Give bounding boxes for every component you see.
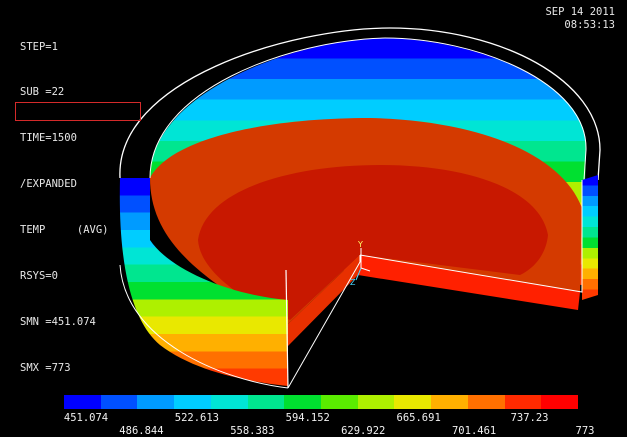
info-temp: TEMP (AVG) [20,224,109,237]
legend-tick-labels: 451.074 486.844 522.613 558.383 594.152 629.9… [0,410,627,437]
time-label: 08:53:13 [564,19,615,31]
legend-swatch [394,395,432,409]
info-step: STEP=1 [20,40,58,53]
outer-front-wall [119,178,289,386]
contour-legend-bar [64,395,579,409]
legend-swatch [247,395,285,409]
cut-face-slab [358,255,580,310]
cut-face-slab-edge [286,255,360,346]
top-rim-outline [119,27,601,181]
cut-diagonal-edge [287,255,361,389]
legend-swatch [174,395,211,409]
legend-tick-top: 594.152 [285,412,330,424]
legend-tick-top: 737.23 [510,412,549,424]
info-sub: SUB =22 [20,86,65,99]
legend-tick-bottom: 773 [575,425,595,437]
legend-tick-top: 665.691 [396,412,441,424]
legend-swatch [210,395,248,409]
legend-swatch [357,395,395,409]
legend-swatch [541,395,579,409]
legend-swatch [137,395,175,409]
y-axis-label: Y [357,240,363,249]
legend-swatch [467,395,505,409]
timestamp: SEP 14 2011 08:53:13 [545,6,615,32]
info-smn: SMN =451.074 [20,315,96,328]
legend-swatch [504,395,542,409]
legend-swatch [64,395,101,409]
legend-swatch [284,395,322,409]
inner-rim-outline [149,37,587,181]
legend-tick-bottom: 629.922 [341,425,386,437]
smn-highlight-box [15,102,141,121]
bottom-outline [119,264,289,389]
results-info-panel: STEP=1 SUB =22 TIME=1500 /EXPANDED TEMP … [20,9,109,407]
coordinate-triad-icon: Y Z [350,240,371,287]
info-rsys: RSYS=0 [20,270,58,283]
legend-swatch [100,395,138,409]
info-time: TIME=1500 [20,132,77,145]
z-axis-label: Z [350,278,356,287]
floor-hot-region [198,165,548,320]
info-expanded: /EXPANDED [20,178,77,191]
date-label: SEP 14 2011 [545,6,615,18]
cut-vertical-edge [285,269,289,389]
legend-tick-bottom: 701.461 [451,425,497,437]
legend-swatch [431,395,468,409]
cut-top-edge [359,180,583,293]
legend-tick-bottom: 486.844 [119,425,164,437]
legend-swatch [321,395,358,409]
legend-tick-top: 451.074 [63,412,109,424]
legend-tick-bottom: 558.383 [230,425,275,437]
info-smx: SMX =773 [20,361,71,374]
legend-tick-top: 522.613 [174,412,220,424]
right-wall-section [582,175,598,300]
